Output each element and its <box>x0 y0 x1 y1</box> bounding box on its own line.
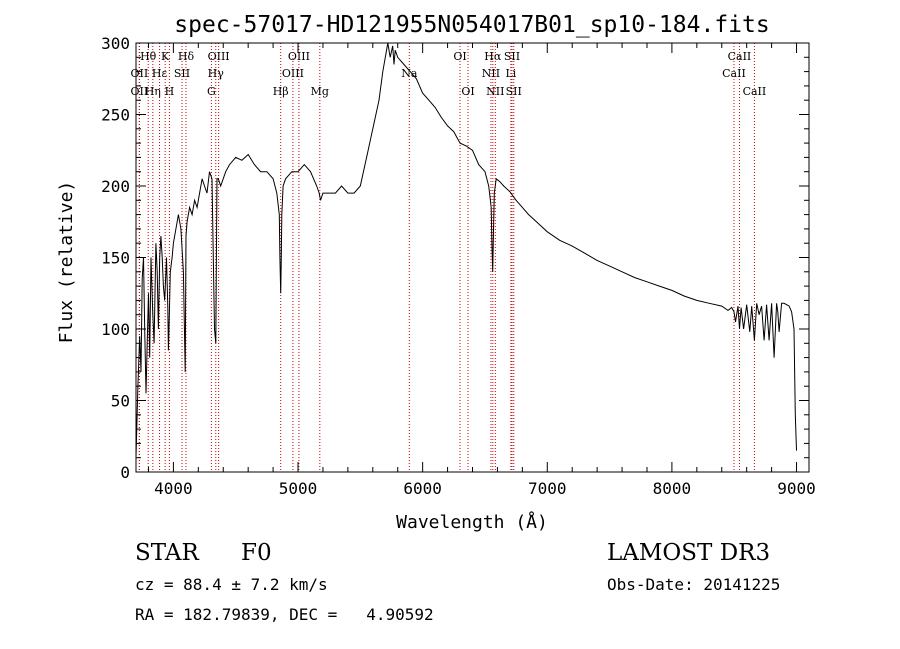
redshift-readout: cz = 88.4 ± 7.2 km/s <box>135 575 328 594</box>
line-label-17: OI <box>453 50 466 63</box>
x-tick-label-7000: 7000 <box>528 479 567 498</box>
line-label-12: Hβ <box>273 85 289 98</box>
line-label-26: CaII <box>722 67 746 80</box>
y-tick-label-250: 250 <box>101 106 130 125</box>
line-label-1: OII <box>131 67 149 80</box>
chart-title: spec-57017-HD121955N054017B01_sp10-184.f… <box>174 12 769 38</box>
x-tick-label-9000: 9000 <box>777 479 816 498</box>
line-label-21: NII <box>486 85 504 98</box>
line-label-6: SII <box>174 67 190 80</box>
y-tick-label-100: 100 <box>101 320 130 339</box>
line-label-11: G <box>207 85 216 98</box>
line-label-7: H <box>165 85 175 98</box>
line-label-5: K <box>161 50 170 63</box>
line-label-19: Hα <box>484 50 502 63</box>
line-label-16: Na <box>401 67 418 80</box>
line-label-13: OIII <box>288 50 310 63</box>
line-label-22: SII <box>504 50 520 63</box>
y-tick-label-200: 200 <box>101 177 130 196</box>
plot-frame <box>135 42 810 473</box>
line-label-14: OIII <box>282 67 304 80</box>
line-label-2: OII <box>131 85 149 98</box>
x-tick-label-5000: 5000 <box>279 479 318 498</box>
obs-date: Obs-Date: 20141225 <box>607 575 781 594</box>
x-axis-label: Wavelength (Å) <box>396 511 548 533</box>
spectral-line-markers <box>138 43 755 472</box>
y-axis-label: Flux (relative) <box>56 181 77 344</box>
coordinates: RA = 182.79839, DEC = 4.90592 <box>135 605 434 624</box>
line-label-23: Li <box>505 67 516 80</box>
y-tick-label-0: 0 <box>120 463 130 482</box>
line-label-3: Hε <box>152 67 168 80</box>
line-label-8: Hδ <box>178 50 195 63</box>
line-label-25: CaII <box>728 50 752 63</box>
line-label-20: NII <box>482 67 500 80</box>
line-label-10: Hγ <box>208 67 225 80</box>
x-tick-label-8000: 8000 <box>653 479 692 498</box>
line-label-9: OIII <box>208 50 230 63</box>
y-axis-ticks: 0 50 100 150 200 250 300 <box>101 34 809 482</box>
survey-name: LAMOST DR3 <box>607 540 771 566</box>
y-tick-label-150: 150 <box>101 249 130 268</box>
spectrum-line <box>135 42 797 458</box>
line-label-4: Hη <box>145 85 161 98</box>
line-label-27: CaII <box>743 85 767 98</box>
x-axis-ticks: 4000 5000 6000 7000 8000 9000 <box>147 43 816 498</box>
x-tick-label-4000: 4000 <box>154 479 193 498</box>
subclass: F0 <box>241 540 272 566</box>
x-tick-label-6000: 6000 <box>403 479 442 498</box>
line-label-24: SII <box>506 85 522 98</box>
line-label-0: Hθ <box>140 50 157 63</box>
line-label-15: Mg <box>311 85 329 98</box>
line-label-18: OI <box>461 85 474 98</box>
object-class: STAR <box>135 540 199 566</box>
y-tick-label-300: 300 <box>101 34 130 53</box>
y-tick-label-50: 50 <box>111 392 130 411</box>
